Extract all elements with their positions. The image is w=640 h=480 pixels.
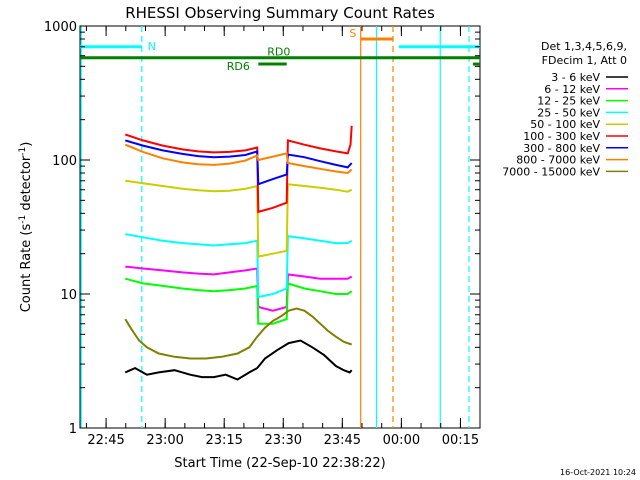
- series-line-6: [124, 125, 353, 214]
- legend: Det 1,3,4,5,6,9, FDecim 1, Att 0 3 - 6 k…: [502, 40, 628, 178]
- legend-header-line-1: Det 1,3,4,5,6,9,: [541, 40, 627, 53]
- legend-label: 7000 - 15000 keV: [502, 165, 600, 178]
- state-label-rd0: RD0: [267, 46, 290, 59]
- legend-label: 800 - 7000 keV: [516, 154, 600, 167]
- legend-label: 100 - 300 keV: [523, 130, 600, 143]
- plot-frame: [79, 25, 481, 429]
- series-line-5: [125, 179, 353, 258]
- legend-label: 25 - 50 keV: [537, 106, 600, 119]
- y-axis: 1 10 100 1000: [44, 20, 480, 437]
- state-label-n: N: [148, 40, 156, 53]
- legend-label: 6 - 12 keV: [544, 83, 600, 96]
- plot-area: N S RD0 RD6 1 10 100 1000 22:45 23:00 23:15 23:30…: [44, 20, 481, 448]
- chart-title: RHESSI Observing Summary Count Rates: [125, 4, 435, 22]
- series-line-4: [125, 233, 353, 299]
- series-line-9: [124, 307, 353, 360]
- footer-date: 16-Oct-2021 10:24: [560, 468, 636, 477]
- state-label-rd6: RD6: [227, 60, 250, 73]
- series-lines: [124, 125, 353, 381]
- series-line-3: [125, 277, 353, 325]
- y-axis-label: Count Rate (s-1 detector-1): [18, 142, 34, 313]
- x-axis-label: Start Time (22-Sep-10 22:38:22): [174, 456, 385, 471]
- x-tick-label: 23:00: [146, 433, 183, 448]
- legend-label: 50 - 100 keV: [530, 118, 600, 131]
- legend-label: 3 - 6 keV: [551, 71, 600, 84]
- x-tick-label: 23:45: [324, 433, 361, 448]
- x-tick-label: 22:45: [87, 433, 124, 448]
- x-axis: 22:45 23:00 23:15 23:30 23:45 00:00 00:15: [85, 26, 479, 448]
- y-tick-label: 1: [69, 422, 77, 437]
- y-tick-label: 10: [60, 288, 77, 303]
- y-tick-label: 100: [52, 154, 77, 169]
- legend-label: 300 - 800 keV: [523, 142, 600, 155]
- legend-label: 12 - 25 keV: [537, 95, 600, 108]
- state-label-s: S: [349, 27, 356, 40]
- series-line-1: [124, 339, 353, 381]
- marker-lines: [80, 26, 470, 428]
- x-tick-label: 00:00: [383, 433, 420, 448]
- state-bars: N S RD0 RD6: [80, 27, 480, 73]
- series-line-8: [124, 143, 353, 175]
- y-tick-label: 1000: [44, 20, 77, 35]
- x-tick-label: 00:15: [442, 433, 479, 448]
- x-tick-label: 23:15: [205, 433, 242, 448]
- series-line-7: [125, 139, 353, 186]
- x-tick-label: 23:30: [265, 433, 302, 448]
- legend-header-line-2: FDecim 1, Att 0: [542, 54, 627, 67]
